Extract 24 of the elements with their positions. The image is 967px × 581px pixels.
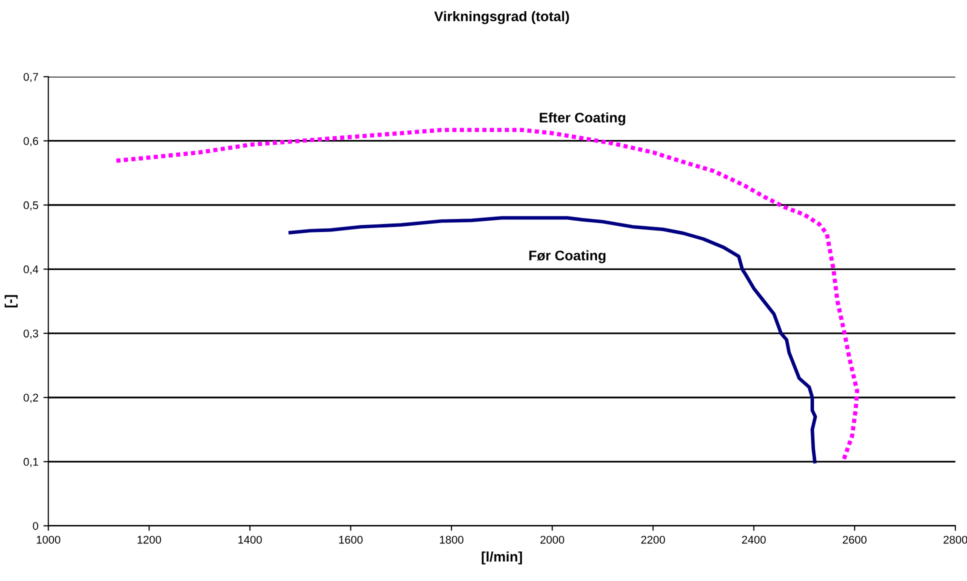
x-axis-title: [l/min] [482,551,522,564]
x-tick-label: 2600 [842,536,867,544]
y-tick-label: 0,5 [24,201,38,210]
x-tick-label: 2800 [944,536,967,544]
line-series [288,216,818,464]
x-tick-label: 2200 [641,536,665,544]
y-tick-label: 0,3 [24,330,38,339]
x-tick-label: 1800 [440,536,464,544]
y-tick-label: 0,6 [24,137,38,146]
chart-title: Virkningsgrad (total) [434,11,569,24]
y-tick-label: 0 [32,522,38,530]
x-tick-label: 1200 [138,536,162,544]
y-tick-label: 0,4 [24,265,38,275]
series-label: Før Coating [529,250,606,264]
x-tick-label: 1000 [36,536,60,544]
y-tick-label: 0,7 [24,72,38,82]
y-tick-label: 0,2 [24,394,38,403]
x-tick-label: 1600 [339,536,363,544]
x-tick-label: 1400 [238,536,262,544]
series-label: Efter Coating [540,112,626,126]
x-tick-label: 2000 [540,536,564,544]
x-tick-label: 2400 [742,536,766,544]
y-tick-label: 0,1 [24,458,38,468]
y-axis-title: [-] [4,295,18,308]
